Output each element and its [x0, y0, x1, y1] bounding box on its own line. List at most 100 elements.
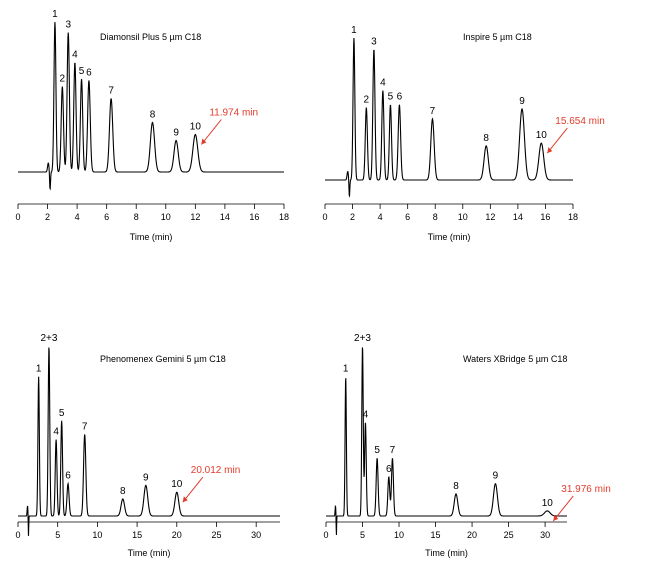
peak-label: 4 — [363, 410, 369, 421]
x-tick-label: 15 — [132, 530, 142, 540]
annotation-arrowhead — [553, 514, 559, 521]
x-axis-label: Time (min) — [130, 232, 173, 242]
chromatogram-trace — [18, 21, 284, 191]
chromatogram-trace — [326, 347, 567, 535]
peak-label: 5 — [79, 66, 85, 77]
x-tick-label: 18 — [279, 212, 289, 222]
peak-label: 7 — [108, 86, 114, 97]
x-tick-label: 0 — [15, 530, 20, 540]
peak-label: 8 — [150, 110, 156, 121]
x-tick-label: 10 — [161, 212, 171, 222]
x-tick-label: 0 — [322, 212, 327, 222]
peak-label: 3 — [65, 20, 71, 31]
chromatogram-panel-xbridge: Waters XBridge 5 µm C18 Time (min) 31.97… — [323, 333, 610, 558]
chromatogram-panel-gemini: Phenomenex Gemini 5 µm C18 Time (min) 20… — [15, 333, 280, 558]
x-tick-label: 10 — [458, 212, 468, 222]
x-tick-label: 10 — [92, 530, 102, 540]
peak-label: 10 — [190, 122, 202, 133]
peak-label: 7 — [430, 106, 436, 117]
x-tick-label: 4 — [75, 212, 80, 222]
annotation-arrowhead — [547, 147, 553, 154]
peak-label: 8 — [453, 481, 459, 492]
peak-label: 6 — [86, 68, 92, 79]
x-axis-label: Time (min) — [425, 548, 468, 558]
x-tick-label: 0 — [15, 212, 20, 222]
x-tick-label: 5 — [360, 530, 365, 540]
x-tick-label: 30 — [251, 530, 261, 540]
retention-time-annotation: 20.012 min — [191, 465, 240, 476]
x-tick-label: 20 — [467, 530, 477, 540]
annotation-arrow — [200, 119, 222, 145]
peak-label: 5 — [388, 92, 394, 103]
peak-label: 4 — [53, 427, 59, 438]
retention-time-annotation: 11.974 min — [209, 108, 258, 119]
x-tick-label: 30 — [540, 530, 550, 540]
annotation-arrow — [182, 476, 204, 503]
x-tick-label: 12 — [485, 212, 495, 222]
x-tick-label: 6 — [104, 212, 109, 222]
peak-label: 2+3 — [354, 333, 371, 344]
x-tick-label: 2 — [45, 212, 50, 222]
x-tick-label: 15 — [431, 530, 441, 540]
x-axis-label: Time (min) — [128, 548, 171, 558]
annotation-arrow — [552, 495, 574, 522]
retention-time-annotation: 15.654 min — [555, 116, 604, 127]
peak-label: 5 — [374, 445, 380, 456]
peak-label: 1 — [36, 364, 42, 375]
peak-label: 1 — [351, 25, 357, 36]
panel-title: Phenomenex Gemini 5 µm C18 — [100, 354, 226, 364]
retention-time-annotation: 31.976 min — [561, 484, 610, 495]
annotation-arrowhead — [182, 496, 188, 503]
peak-label: 7 — [390, 445, 396, 456]
peak-label: 5 — [59, 408, 65, 419]
peak-label: 9 — [493, 471, 499, 482]
peak-label: 1 — [343, 364, 349, 375]
x-tick-label: 25 — [504, 530, 514, 540]
chromatogram-panel-inspire: Inspire 5 µm C18 Time (min) 15.654 min 0… — [322, 25, 604, 242]
peak-label: 10 — [171, 479, 183, 490]
peak-label: 3 — [371, 36, 377, 47]
x-tick-label: 16 — [249, 212, 259, 222]
peak-label: 9 — [143, 472, 149, 483]
peak-label: 8 — [483, 133, 489, 144]
x-tick-label: 20 — [172, 530, 182, 540]
x-tick-label: 16 — [540, 212, 550, 222]
x-tick-label: 0 — [323, 530, 328, 540]
peak-label: 4 — [380, 78, 386, 89]
x-tick-label: 10 — [394, 530, 404, 540]
annotation-arrow — [546, 127, 568, 154]
x-tick-label: 2 — [350, 212, 355, 222]
panel-title: Waters XBridge 5 µm C18 — [463, 354, 567, 364]
x-tick-label: 25 — [211, 530, 221, 540]
x-tick-label: 18 — [568, 212, 578, 222]
peak-label: 7 — [82, 421, 88, 432]
peak-label: 6 — [65, 471, 71, 482]
x-tick-label: 4 — [378, 212, 383, 222]
x-axis-label: Time (min) — [428, 232, 471, 242]
x-tick-label: 12 — [190, 212, 200, 222]
peak-label: 6 — [386, 464, 392, 475]
chromatogram-trace — [325, 37, 573, 198]
peak-label: 2 — [60, 74, 66, 85]
peak-label: 9 — [519, 96, 525, 107]
peak-label: 8 — [120, 486, 126, 497]
x-tick-label: 8 — [433, 212, 438, 222]
peak-label: 9 — [173, 128, 179, 139]
peak-label: 1 — [52, 9, 58, 20]
panel-title: Diamonsil Plus 5 µm C18 — [100, 32, 201, 42]
annotation-arrowhead — [201, 138, 207, 145]
peak-label: 4 — [72, 50, 78, 61]
peak-label: 10 — [536, 130, 548, 141]
chromatogram-panel-diamonsil: Diamonsil Plus 5 µm C18 Time (min) 11.97… — [15, 9, 289, 242]
peak-label: 2+3 — [40, 333, 57, 344]
x-tick-label: 8 — [134, 212, 139, 222]
peak-label: 2 — [364, 95, 370, 106]
peak-label: 10 — [542, 498, 554, 509]
x-tick-label: 14 — [513, 212, 523, 222]
chromatogram-trace — [18, 347, 280, 536]
x-tick-label: 14 — [220, 212, 230, 222]
peak-label: 6 — [397, 92, 403, 103]
x-tick-label: 6 — [405, 212, 410, 222]
panel-title: Inspire 5 µm C18 — [463, 32, 532, 42]
